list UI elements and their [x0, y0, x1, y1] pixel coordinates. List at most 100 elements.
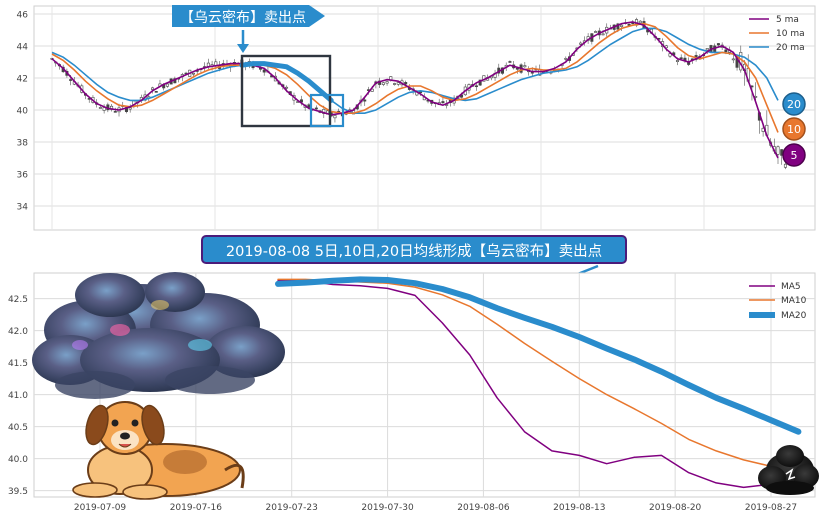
price-y-tick: 42 — [17, 75, 28, 85]
ma-y-ticks: 39.5 40.0 40.5 41.0 41.5 42.0 42.5 — [8, 295, 28, 497]
ma-x-tick: 2019-08-13 — [553, 503, 605, 513]
price-line-10ma — [51, 22, 779, 133]
candle-body — [620, 24, 624, 27]
dark-cloud-icon — [758, 445, 819, 495]
callout-shape — [172, 5, 325, 27]
candle-body — [128, 107, 132, 110]
price-legend: 5 ma 10 ma 20 ma — [749, 15, 805, 53]
candle-body — [381, 82, 385, 85]
candle-body — [285, 86, 289, 89]
candle-body — [396, 82, 400, 85]
ma-y-tick: 40.5 — [8, 423, 28, 433]
legend-label-5ma: 5 ma — [776, 15, 799, 25]
candle-body — [154, 91, 158, 93]
banner-box — [201, 235, 627, 264]
ma-legend: MA5 MA10 MA20 — [749, 282, 807, 321]
badge-10-label: 10 — [787, 123, 801, 136]
candle-body — [679, 57, 683, 59]
ma-y-tick: 42.0 — [8, 327, 28, 337]
candle-body — [404, 82, 408, 85]
price-y-tick: 40 — [17, 107, 29, 117]
candle-body — [668, 53, 672, 57]
ma-x-tick: 2019-07-23 — [266, 503, 318, 513]
legend-label-10ma: 10 ma — [776, 29, 805, 39]
candle-body — [441, 101, 445, 104]
price-plot-area — [33, 5, 816, 231]
ma-x-tick: 2019-07-09 — [74, 503, 127, 513]
price-grid — [34, 6, 815, 230]
callout-arrow-head — [237, 44, 249, 53]
mid-banner: 2019-08-08 5日,10日,20日均线形成【乌云密布】卖出点 — [201, 235, 627, 285]
ma-x-tick: 2019-07-16 — [170, 503, 223, 513]
end-badges: 20 10 5 — [782, 92, 806, 167]
dog-illustration — [72, 401, 245, 500]
candle-body — [783, 163, 787, 168]
badge-5-label: 5 — [791, 149, 798, 162]
candle-body — [515, 67, 519, 70]
candle-body — [601, 33, 605, 36]
candle-body — [393, 83, 397, 85]
candle-body — [191, 72, 195, 75]
candle-body — [165, 83, 169, 87]
candle-body — [705, 48, 709, 51]
ma-y-tick: 40.0 — [8, 455, 28, 465]
candle-body — [262, 69, 266, 73]
ma-x-tick: 2019-08-27 — [745, 503, 797, 513]
ma-x-tick: 2019-08-06 — [457, 503, 510, 513]
ma-lines — [275, 276, 802, 489]
candle-body — [564, 58, 568, 60]
badge-20-label: 20 — [787, 98, 801, 111]
candle-body — [724, 49, 728, 53]
candle-body — [151, 87, 155, 90]
banner-text: 2019-08-08 5日,10日,20日均线形成【乌云密布】卖出点 — [226, 243, 602, 260]
sell-point-box — [309, 93, 345, 128]
callout-text: 【乌云密布】卖出点 — [180, 9, 306, 26]
candle-body — [385, 81, 389, 84]
candle-body — [716, 43, 720, 46]
ma-y-tick: 39.5 — [8, 487, 28, 497]
badge-5 — [782, 143, 806, 167]
price-moving-averages — [51, 21, 779, 159]
candle-body — [638, 20, 642, 24]
badge-20 — [782, 92, 806, 116]
ma-line-ma20 — [275, 276, 802, 435]
top-callout: 【乌云密布】卖出点 — [172, 5, 325, 53]
legend-label-ma10: MA10 — [781, 296, 807, 306]
candle-body — [675, 60, 679, 62]
candle-body — [363, 99, 367, 102]
ma-y-tick: 42.5 — [8, 295, 28, 305]
candle-body — [474, 85, 478, 88]
ma-y-tick: 41.5 — [8, 359, 28, 369]
candle-body — [776, 146, 780, 155]
ma-grid — [34, 273, 815, 497]
ma-x-tick: 2019-07-30 — [361, 503, 414, 513]
dark-cloud-box — [240, 54, 332, 128]
candle-body — [594, 31, 598, 33]
price-panel: 34 36 38 40 42 44 46 【乌云密布】卖出点 5 ma 10 ma 20 m… — [17, 5, 816, 231]
legend-label-20ma: 20 ma — [776, 43, 805, 53]
price-y-tick: 36 — [17, 171, 29, 181]
price-y-ticks: 34 36 38 40 42 44 46 — [17, 11, 29, 213]
candle-body — [731, 58, 735, 61]
ma-x-ticks: 2019-07-09 2019-07-16 2019-07-23 2019-07-30… — [74, 503, 797, 513]
candle-body — [69, 79, 73, 81]
candle-body — [314, 107, 318, 110]
ma-line-ma5 — [277, 279, 800, 489]
price-line-5ma — [51, 21, 779, 159]
candle-body — [333, 115, 337, 119]
legend-label-ma20: MA20 — [781, 311, 807, 321]
price-y-tick: 38 — [17, 139, 29, 149]
candle-body — [523, 65, 527, 68]
candle-body — [322, 108, 326, 114]
candle-body — [508, 61, 512, 63]
candle-body — [445, 104, 449, 106]
legend-label-ma5: MA5 — [781, 282, 801, 292]
candle-body — [98, 107, 102, 109]
candle-body — [579, 42, 583, 45]
price-y-tick: 34 — [17, 203, 29, 213]
price-y-tick: 46 — [17, 11, 29, 21]
price-y-tick: 44 — [17, 43, 29, 53]
ma-panel: 39.540.040.541.041.542.042.5 2019-07-09 2… — [8, 272, 819, 513]
